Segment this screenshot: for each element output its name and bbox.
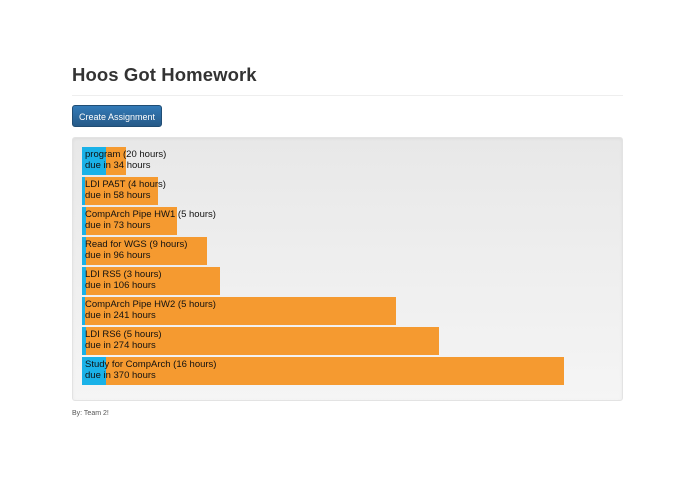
assignment-label: Study for CompArch (16 hours) due in 370 … <box>85 359 217 381</box>
assignment-bar[interactable]: LDI RS6 (5 hours) due in 274 hours <box>82 327 612 355</box>
assignment-due: due in 96 hours <box>85 249 151 261</box>
assignment-label: LDI RS6 (5 hours) due in 274 hours <box>85 329 162 351</box>
assignment-bar-remaining <box>82 327 439 355</box>
assignment-bar-progress <box>82 177 85 205</box>
assignment-name: Study for CompArch (16 hours) <box>85 359 217 370</box>
assignment-bar[interactable]: LDI RS5 (3 hours) due in 106 hours <box>82 267 612 295</box>
assignment-bar[interactable]: Read for WGS (9 hours) due in 96 hours <box>82 237 612 265</box>
assignment-name: Read for WGS (9 hours) <box>85 239 188 250</box>
assignment-label: CompArch Pipe HW2 (5 hours) due in 241 ho… <box>85 299 216 321</box>
assignment-due: due in 73 hours <box>85 219 151 231</box>
assignment-name: CompArch Pipe HW1 (5 hours) <box>85 209 216 220</box>
assignment-label: CompArch Pipe HW1 (5 hours) due in 73 hou… <box>85 209 216 231</box>
assignments-panel: program (20 hours) due in 34 hours LDI PA5… <box>72 137 623 401</box>
assignment-label: program (20 hours) due in 34 hours <box>85 149 167 171</box>
assignment-bar-remaining <box>82 357 564 385</box>
assignment-bar-progress <box>82 327 86 355</box>
title-divider <box>72 95 623 96</box>
assignment-bar[interactable]: program (20 hours) due in 34 hours <box>82 147 612 175</box>
assignment-bar-progress <box>82 357 106 385</box>
assignment-bar-remaining <box>82 297 396 325</box>
assignment-bar-progress <box>82 267 86 295</box>
assignment-name: LDI PA5T (4 hours) <box>85 179 166 190</box>
assignment-name: LDI RS6 (5 hours) <box>85 329 162 340</box>
assignment-due: due in 58 hours <box>85 189 151 201</box>
assignment-bar[interactable]: LDI PA5T (4 hours) due in 58 hours <box>82 177 612 205</box>
assignment-bar-progress <box>82 147 106 175</box>
assignment-due: due in 34 hours <box>85 159 151 171</box>
assignment-bar[interactable]: CompArch Pipe HW1 (5 hours) due in 73 hou… <box>82 207 612 235</box>
assignment-bar-progress <box>82 297 85 325</box>
assignment-name: LDI RS5 (3 hours) <box>85 269 162 280</box>
assignment-bar-progress <box>82 237 86 265</box>
create-assignment-button[interactable]: Create Assignment <box>72 105 162 127</box>
footer-credit: By: Team 2! <box>72 410 109 417</box>
assignment-list: program (20 hours) due in 34 hours LDI PA5… <box>82 147 612 387</box>
page-title: Hoos Got Homework <box>72 64 257 85</box>
assignment-bar-remaining <box>82 177 158 205</box>
assignment-bar-progress <box>82 207 86 235</box>
assignment-label: Read for WGS (9 hours) due in 96 hours <box>85 239 188 261</box>
assignment-name: program (20 hours) <box>85 149 167 160</box>
assignment-bar[interactable]: CompArch Pipe HW2 (5 hours) due in 241 ho… <box>82 297 612 325</box>
assignment-name: CompArch Pipe HW2 (5 hours) <box>85 299 216 310</box>
assignment-due: due in 274 hours <box>85 339 156 351</box>
assignment-label: LDI RS5 (3 hours) due in 106 hours <box>85 269 162 291</box>
assignment-bar-remaining <box>82 267 220 295</box>
assignment-bar-remaining <box>82 237 207 265</box>
assignment-due: due in 241 hours <box>85 309 156 321</box>
assignment-due: due in 106 hours <box>85 279 156 291</box>
assignment-label: LDI PA5T (4 hours) due in 58 hours <box>85 179 166 201</box>
assignment-due: due in 370 hours <box>85 369 156 381</box>
assignment-bar[interactable]: Study for CompArch (16 hours) due in 370 … <box>82 357 612 385</box>
assignment-bar-remaining <box>82 207 177 235</box>
